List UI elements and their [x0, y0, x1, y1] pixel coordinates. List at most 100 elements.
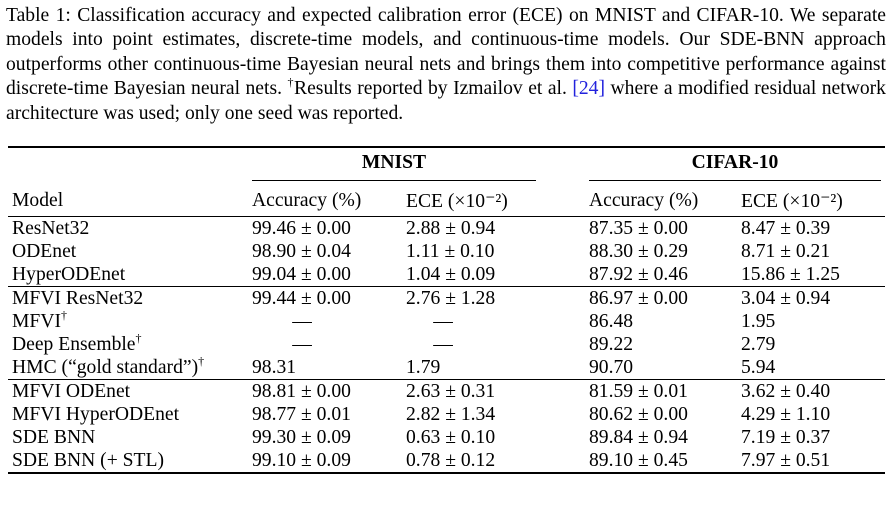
- cell-model-text: ODEnet: [12, 241, 77, 262]
- cell-mnist-ece-text: 2.76 ± 1.28: [406, 288, 496, 309]
- cell-mnist-accuracy-text: 99.10 ± 0.09: [252, 450, 351, 471]
- caption-line-2: We separate models into point estimates,…: [6, 5, 886, 51]
- cell-cifar-ece-text: 1.95: [741, 311, 776, 332]
- cell-cifar-accuracy: 87.35 ± 0.00: [585, 216, 737, 240]
- col-mnist-ece: ECE (×10⁻²): [406, 190, 508, 212]
- cell-mnist-ece-text: 0.63 ± 0.10: [406, 427, 496, 448]
- dagger-mark: †: [135, 331, 142, 345]
- dagger-mark: †: [61, 308, 67, 322]
- group-cifar: CIFAR-10: [589, 152, 881, 181]
- cell-gap: [544, 333, 585, 356]
- cell-mnist-ece-text: 2.82 ± 1.34: [406, 404, 496, 425]
- dagger-mark: †: [198, 354, 205, 368]
- cell-model-text: HMC (“gold standard”): [12, 357, 199, 378]
- cell-cifar-ece: 2.79: [737, 333, 885, 356]
- cell-model-text: HyperODEnet: [12, 264, 126, 285]
- cell-mnist-accuracy: 99.10 ± 0.09: [248, 449, 402, 474]
- cell-cifar-accuracy: 86.48: [585, 310, 737, 333]
- cell-gap: [544, 310, 585, 333]
- cell-mnist-accuracy-text: 98.77 ± 0.01: [252, 404, 351, 425]
- caption-line-4a: competitive performance against discrete…: [6, 53, 886, 100]
- cell-model: ResNet32: [8, 216, 248, 240]
- cell-cifar-ece: 5.94: [737, 356, 885, 380]
- cell-model: MFVI ResNet32: [8, 286, 248, 310]
- table-row: SDE BNN (+ STL) 99.10 ± 0.09 0.78 ± 0.12 89…: [8, 449, 885, 474]
- table-caption: Table 1: Classification accuracy and exp…: [6, 4, 886, 126]
- cell-model-text: SDE BNN (+ STL): [12, 450, 165, 471]
- cell-cifar-accuracy-text: 88.30 ± 0.29: [589, 241, 688, 262]
- cell-cifar-ece: 8.47 ± 0.39: [737, 216, 885, 240]
- cell-mnist-accuracy: 99.46 ± 0.00: [248, 216, 402, 240]
- cell-cifar-accuracy: 89.84 ± 0.94: [585, 426, 737, 449]
- cell-mnist-accuracy: 98.77 ± 0.01: [248, 403, 402, 426]
- cell-cifar-accuracy-text: 87.35 ± 0.00: [589, 218, 688, 239]
- cell-gap: [544, 240, 585, 263]
- table-row: HMC (“gold standard”)† 98.31 1.79 90.70 5.94: [8, 354, 885, 380]
- cell-cifar-ece: 4.29 ± 1.10: [737, 403, 885, 426]
- col-cifar-accuracy: Accuracy (%): [589, 189, 699, 211]
- cell-mnist-accuracy: —: [248, 310, 402, 333]
- cell-mnist-ece-text: 1.04 ± 0.09: [406, 264, 496, 285]
- cell-cifar-accuracy-text: 80.62 ± 0.00: [589, 404, 688, 425]
- cell-gap: [544, 449, 585, 474]
- cell-cifar-ece-text: 8.71 ± 0.21: [741, 241, 831, 262]
- citation-link[interactable]: [24]: [572, 78, 606, 100]
- cell-cifar-ece: 3.62 ± 0.40: [737, 379, 885, 403]
- cell-cifar-ece-text: 15.86 ± 1.25: [741, 264, 840, 285]
- cell-mnist-accuracy-text: 98.31: [252, 357, 297, 378]
- cell-mnist-accuracy: 99.44 ± 0.00: [248, 286, 402, 310]
- cell-model: MFVI†: [8, 308, 248, 333]
- caption-line-1: Table 1: Classification accuracy and exp…: [6, 5, 784, 26]
- cell-mnist-accuracy-text: 98.81 ± 0.00: [252, 381, 351, 402]
- cell-model: Deep Ensemble†: [8, 331, 248, 356]
- cell-mnist-ece-text: 2.88 ± 0.94: [406, 218, 496, 239]
- cell-mnist-ece-text: —: [433, 334, 453, 355]
- cell-mnist-ece: 2.63 ± 0.31: [402, 379, 544, 403]
- cell-cifar-accuracy-text: 89.22: [589, 334, 634, 355]
- caption-line-4b: Results reported by Izmailov: [294, 78, 523, 100]
- cell-cifar-accuracy-text: 86.48: [589, 311, 634, 332]
- cell-mnist-accuracy: 99.30 ± 0.09: [248, 426, 402, 449]
- caption-dagger: †: [287, 75, 295, 90]
- group-mnist: MNIST: [252, 152, 536, 181]
- cell-cifar-accuracy: 80.62 ± 0.00: [585, 403, 737, 426]
- table-row: MFVI† — — 86.48 1.95: [8, 308, 885, 333]
- cell-model: SDE BNN (+ STL): [8, 449, 248, 474]
- cell-mnist-accuracy-text: —: [292, 311, 312, 332]
- table-body: ResNet32 99.46 ± 0.00 2.88 ± 0.94 87.35 ± 0…: [8, 216, 885, 474]
- cell-cifar-accuracy: 88.30 ± 0.29: [585, 240, 737, 263]
- col-model: Model: [12, 189, 64, 211]
- cell-mnist-ece-text: 2.63 ± 0.31: [406, 381, 496, 402]
- table-row: MFVI ResNet32 99.44 ± 0.00 2.76 ± 1.28 86.9…: [8, 286, 885, 310]
- cell-mnist-ece: 0.78 ± 0.12: [402, 449, 544, 474]
- cell-cifar-accuracy: 81.59 ± 0.01: [585, 379, 737, 403]
- cell-model-text: ResNet32: [12, 218, 90, 239]
- cell-cifar-ece: 15.86 ± 1.25: [737, 263, 885, 287]
- cell-mnist-accuracy-text: 99.44 ± 0.00: [252, 288, 351, 309]
- cell-mnist-accuracy: 98.81 ± 0.00: [248, 379, 402, 403]
- cell-model-text: Deep Ensemble: [12, 334, 136, 355]
- cell-mnist-ece-text: 1.11 ± 0.10: [406, 241, 495, 262]
- cell-gap: [544, 403, 585, 426]
- cell-cifar-accuracy: 87.92 ± 0.46: [585, 263, 737, 287]
- table-row: Deep Ensemble† — — 89.22 2.79: [8, 331, 885, 356]
- col-cifar-ece: ECE (×10⁻²): [741, 190, 843, 212]
- cell-mnist-ece: —: [402, 333, 544, 356]
- cell-cifar-ece: 1.95: [737, 310, 885, 333]
- caption-line-3: SDE-BNN approach outperforms other conti…: [6, 29, 886, 75]
- cell-mnist-ece-text: 0.78 ± 0.12: [406, 450, 496, 471]
- caption-line-5a: et al.: [528, 78, 567, 100]
- cell-mnist-accuracy-text: —: [292, 334, 312, 355]
- table-row: HyperODEnet 99.04 ± 0.00 1.04 ± 0.09 87.92 …: [8, 263, 885, 287]
- cell-cifar-accuracy-text: 89.84 ± 0.94: [589, 427, 688, 448]
- cell-model-text: MFVI HyperODEnet: [12, 404, 180, 425]
- table-row: ODEnet 98.90 ± 0.04 1.11 ± 0.10 88.30 ± 0.2…: [8, 240, 885, 263]
- cell-gap: [544, 286, 585, 310]
- cell-model: HyperODEnet: [8, 263, 248, 287]
- cell-gap: [544, 356, 585, 380]
- cell-model-text: MFVI: [12, 311, 61, 332]
- table-row: MFVI HyperODEnet 98.77 ± 0.01 2.82 ± 1.34 8…: [8, 403, 885, 426]
- cell-mnist-accuracy: 98.31: [248, 356, 402, 380]
- cell-mnist-accuracy-text: 99.04 ± 0.00: [252, 264, 351, 285]
